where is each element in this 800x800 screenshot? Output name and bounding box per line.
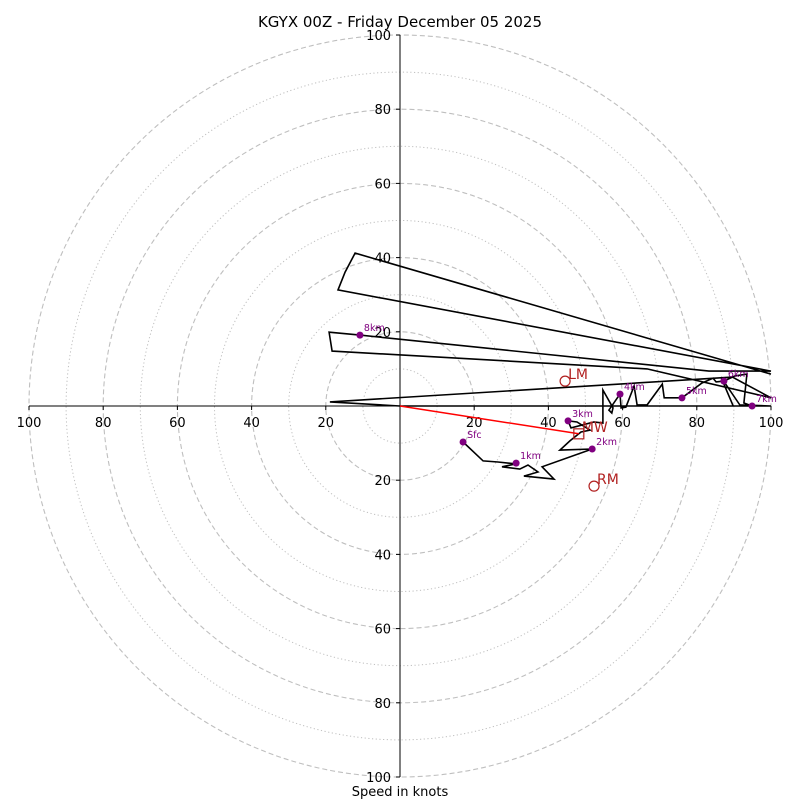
motion-label-lm: LM <box>568 367 588 383</box>
motion-marker-rm <box>588 480 600 492</box>
hodograph-line <box>328 252 772 481</box>
chart-title: KGYX 00Z - Friday December 05 2025 <box>258 13 542 31</box>
level-marker-5km <box>678 394 686 402</box>
x-tick-label: 100 <box>17 416 42 431</box>
level-label-8km: 8km <box>364 323 385 334</box>
level-marker-6km <box>720 377 728 385</box>
x-tick-label: 40 <box>243 416 260 431</box>
level-marker-4km <box>616 390 624 398</box>
storm-motion-markers: LM RM MW <box>559 367 619 492</box>
y-tick-label: 100 <box>366 29 391 44</box>
motion-label-mw: MW <box>582 420 608 436</box>
y-tick-label: 40 <box>374 548 391 563</box>
level-label-1km: 1km <box>520 451 541 462</box>
x-tick-label: 100 <box>759 416 784 431</box>
level-label-3km: 3km <box>572 409 593 420</box>
y-tick-label: 60 <box>374 177 391 192</box>
level-label-6km: 6km <box>728 369 749 380</box>
y-tick-label: 100 <box>366 771 391 786</box>
x-tick-label: 60 <box>614 416 631 431</box>
level-marker-7km <box>748 402 756 410</box>
bunkers-mean-wind-vector-line <box>399 405 579 435</box>
level-marker-8km <box>356 331 364 339</box>
tick-labels: 100 80 60 40 20 20 40 60 80 100100806040202040608… <box>17 29 784 786</box>
level-marker-3km <box>564 417 572 425</box>
level-label-4km: 4km <box>624 382 645 393</box>
level-label-2km: 2km <box>596 437 617 448</box>
y-tick-label: 60 <box>374 623 391 638</box>
motion-marker-lm <box>559 375 571 387</box>
x-tick-label: 20 <box>318 416 335 431</box>
level-marker-2km <box>588 445 596 453</box>
x-tick-label: 40 <box>540 416 557 431</box>
x-tick-label: 60 <box>169 416 186 431</box>
motion-marker-mw <box>573 428 585 440</box>
y-tick-label: 20 <box>374 474 391 489</box>
x-tick-label: 20 <box>466 416 483 431</box>
level-label-5km: 5km <box>686 386 707 397</box>
motion-label-rm: RM <box>597 472 619 488</box>
y-tick-label: 80 <box>374 103 391 118</box>
x-tick-label: 80 <box>689 416 706 431</box>
x-tick-label: 80 <box>95 416 112 431</box>
series-group <box>328 252 772 481</box>
level-marker-sfc <box>459 438 467 446</box>
y-tick-label: 80 <box>374 697 391 712</box>
level-label-sfc: Sfc <box>467 430 482 441</box>
level-marker-1km <box>512 459 520 467</box>
x-axis-label: Speed in knots <box>352 785 449 800</box>
level-label-7km: 7km <box>756 394 777 405</box>
height-level-markers: Sfc 1km 2km 3km 4km 5km 6km 7km 8km <box>356 323 777 467</box>
